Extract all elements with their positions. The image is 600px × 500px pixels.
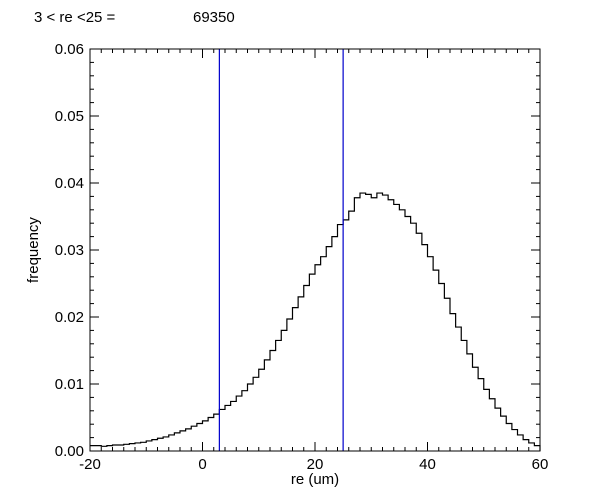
plot-frame (89, 48, 541, 452)
y-tick-label: 0.00 (55, 443, 84, 460)
x-tick-label: 20 (307, 456, 324, 473)
y-tick-label: 0.04 (55, 175, 84, 192)
y-tick-label: 0.06 (55, 41, 84, 58)
x-tick-label: 40 (419, 456, 436, 473)
x-tick-label: 0 (198, 456, 206, 473)
x-tick-label: -20 (79, 456, 101, 473)
selection-count-value: 69350 (193, 9, 235, 26)
y-tick-label: 0.05 (55, 108, 84, 125)
y-tick-label: 0.01 (55, 376, 84, 393)
selection-count-label: 3 < re <25 = (34, 9, 116, 26)
histogram-series (90, 192, 541, 451)
y-tick-label: 0.02 (55, 309, 84, 326)
y-axis-label: frequency (25, 217, 42, 283)
x-axis-label: re (um) (291, 471, 339, 488)
x-tick-label: 60 (532, 456, 549, 473)
y-tick-label: 0.03 (55, 242, 84, 259)
